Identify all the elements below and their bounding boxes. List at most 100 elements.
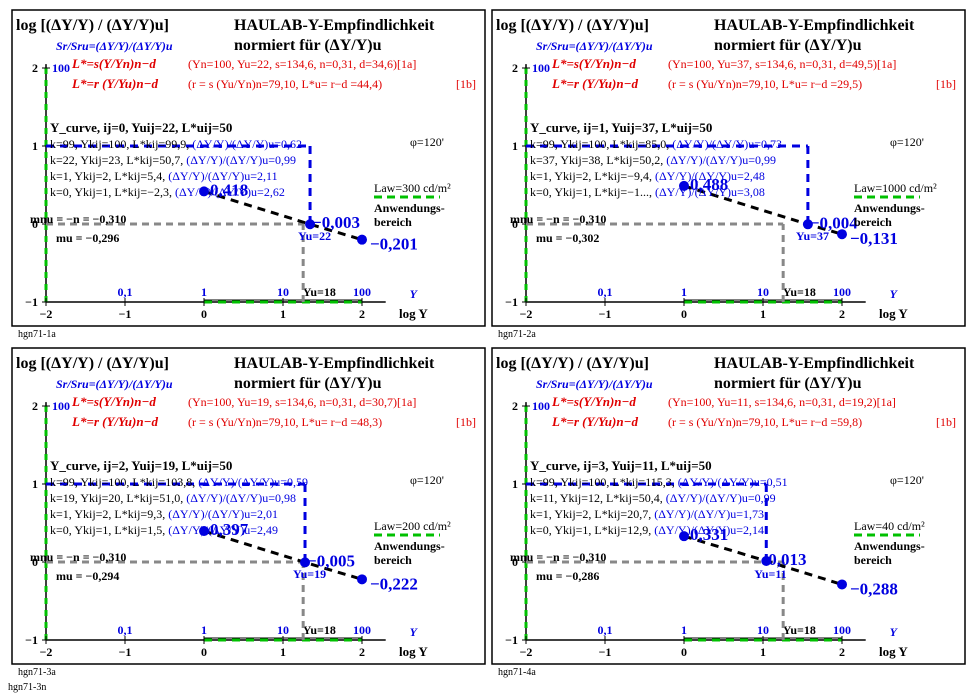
curve-line [203,189,363,242]
anw-2: bereich [374,215,412,229]
formula-1b: L*=r (Y/Yu)n−d [71,414,158,429]
mu-label: mu = −0,296 [56,231,119,245]
x-tick-label: 0 [681,645,687,659]
yu18-label: Yu=18 [303,285,336,299]
x-axis-label: log Y [879,306,908,321]
sr-line: Sr/Sru=(ΔY/Y)/(ΔY/Y)u [56,39,173,53]
figure-id: hgn71-3n [8,682,47,693]
val-left: 0,488 [690,175,728,194]
mu-label: mu = −0,286 [536,569,599,583]
title-2: normiert für (ΔY/Y)u [234,375,382,392]
x-tick-label: 0 [201,307,207,321]
luminance-label: Law=40 cd/m² [854,519,925,533]
yu-panel-label: Yu=37 [796,229,829,243]
y-tick-label: 0 [32,555,38,569]
curve-point [305,219,316,230]
x-tick-label: 0 [681,307,687,321]
x-tick-label: −2 [520,307,533,321]
x-100-label: 100 [353,623,371,637]
y-axis-title: log [(ΔY/Y) / (ΔY/Y)u] [16,355,169,372]
panel-frame [491,347,966,665]
curve-point [679,180,689,191]
data-row-ratio: (ΔY/Y)/(ΔY/Y)u=0,99 [666,153,776,167]
data-row-ratio: (ΔY/Y)/(ΔY/Y)u=0,98 [186,491,296,505]
val-mid: −0,005 [307,551,355,570]
params-1a: (Yn=100, Yu=11, s=134,6, n=0,31, d=19,2)… [668,395,896,409]
x-tick-label: −2 [520,645,533,659]
data-row: k=37, Ykij=38, L*kij=50,2, (ΔY/Y)/(ΔY/Y)… [530,153,776,167]
luminance-label: Law=200 cd/m² [374,519,451,533]
x-axis-label: log Y [879,644,908,659]
anw-1: Anwendungs- [854,539,925,553]
anw-1: Anwendungs- [374,201,445,215]
luminance-label: Law=300 cd/m² [374,181,451,195]
yu18-label: Yu=18 [303,623,336,637]
x-Y-label: 10 [277,623,289,637]
mnu-label: mnu = −n = −0,310 [30,212,126,226]
x-tick-label: −2 [40,307,53,321]
ref-1b: [1b] [936,415,956,429]
y-tick-label: 2 [32,399,38,413]
title-2: normiert für (ΔY/Y)u [234,37,382,54]
data-row-ratio: (ΔY/Y)/(ΔY/Y)u=0,62 [192,137,302,151]
luminance-label: Law=1000 cd/m² [854,181,937,195]
sr-line: Sr/Sru=(ΔY/Y)/(ΔY/Y)u [536,39,653,53]
phi-label: φ=120' [890,473,924,487]
panel-frame [11,347,486,665]
x-Y-label: 10 [757,285,769,299]
data-row-ratio: (ΔY/Y)/(ΔY/Y)u=2,48 [655,169,765,183]
params-1a: (Yn=100, Yu=37, s=134,6, n=0,31, d=49,5)… [668,57,896,71]
y-tick-label: 0 [512,217,518,231]
params-1a: (Yn=100, Yu=22, s=134,6, n=0,31, d=34,6)… [188,57,416,71]
mnu-label: mnu = −n = −0,310 [510,212,606,226]
panel-frame [11,9,486,327]
mu-label: mu = −0,294 [56,569,119,583]
y-tick-label: −1 [25,295,38,309]
x-Y-label: 1 [201,623,207,637]
x-tick-label: −1 [599,645,612,659]
anw-2: bereich [854,553,892,567]
x-Y-label: 10 [277,285,289,299]
data-row-ratio: (ΔY/Y)/(ΔY/Y)u=2,11 [168,169,277,183]
data-row: k=99, Ykij=100, L*kij=115,3, (ΔY/Y)/(ΔY/… [530,475,788,489]
panel-caption: hgn71-1a [18,329,56,340]
data-row: k=19, Ykij=20, L*kij=51,0, (ΔY/Y)/(ΔY/Y)… [50,491,296,505]
data-row: k=99, Ykij=100, L*kij=103,8, (ΔY/Y)/(ΔY/… [50,475,308,489]
ref-1b: [1b] [456,415,476,429]
x-axis-label: log Y [399,644,428,659]
data-row-ratio: (ΔY/Y)/(ΔY/Y)u=2,49 [168,523,278,537]
title-1: HAULAB-Y-Empfindlichkeit [714,17,915,34]
mu-label: mu = −0,302 [536,231,599,245]
y-axis-title: log [(ΔY/Y) / (ΔY/Y)u] [496,355,649,372]
x-Y-label: 0,1 [598,285,613,299]
data-row: k=99, Ykij=100, L*kij=85,0, (ΔY/Y)/(ΔY/Y… [530,137,782,151]
y-tick-label: 0 [512,555,518,569]
y-tick-label: 2 [32,61,38,75]
y-axis-title: log [(ΔY/Y) / (ΔY/Y)u] [16,17,169,34]
x-tick-label: 2 [839,645,845,659]
yu18-label: Yu=18 [783,623,816,637]
data-row-ratio: (ΔY/Y)/(ΔY/Y)u=1,73 [654,507,764,521]
curve-title: Y_curve, ij=2, Yuij=19, L*uij=50 [50,458,232,473]
data-row: k=1, Ykij=2, L*kij=−9,4, (ΔY/Y)/(ΔY/Y)u=… [530,169,765,183]
x-tick-label: 2 [359,645,365,659]
val-right: −0,131 [850,229,898,248]
curve-point [761,555,772,566]
data-row-ratio: (ΔY/Y)/(ΔY/Y)u=0,73 [672,137,782,151]
data-row: k=0, Ykij=1, L*kij=12,9, (ΔY/Y)/(ΔY/Y)u=… [530,523,764,537]
y-tick-label: 2 [512,61,518,75]
x-tick-label: 0 [201,645,207,659]
x-tick-label: 2 [359,307,365,321]
x-tick-label: 2 [839,307,845,321]
sr-line: Sr/Sru=(ΔY/Y)/(ΔY/Y)u [536,377,653,391]
curve-title: Y_curve, ij=0, Yuij=22, L*uij=50 [50,120,232,135]
x-Y-label: 1 [201,285,207,299]
formula-1b: L*=r (Y/Yu)n−d [551,414,638,429]
Y-letter: Y [890,625,899,639]
formula-1a: L*=s(Y/Yn)n−d [551,56,636,71]
data-row: k=1, Ykij=2, L*kij=9,3, (ΔY/Y)/(ΔY/Y)u=2… [50,507,278,521]
